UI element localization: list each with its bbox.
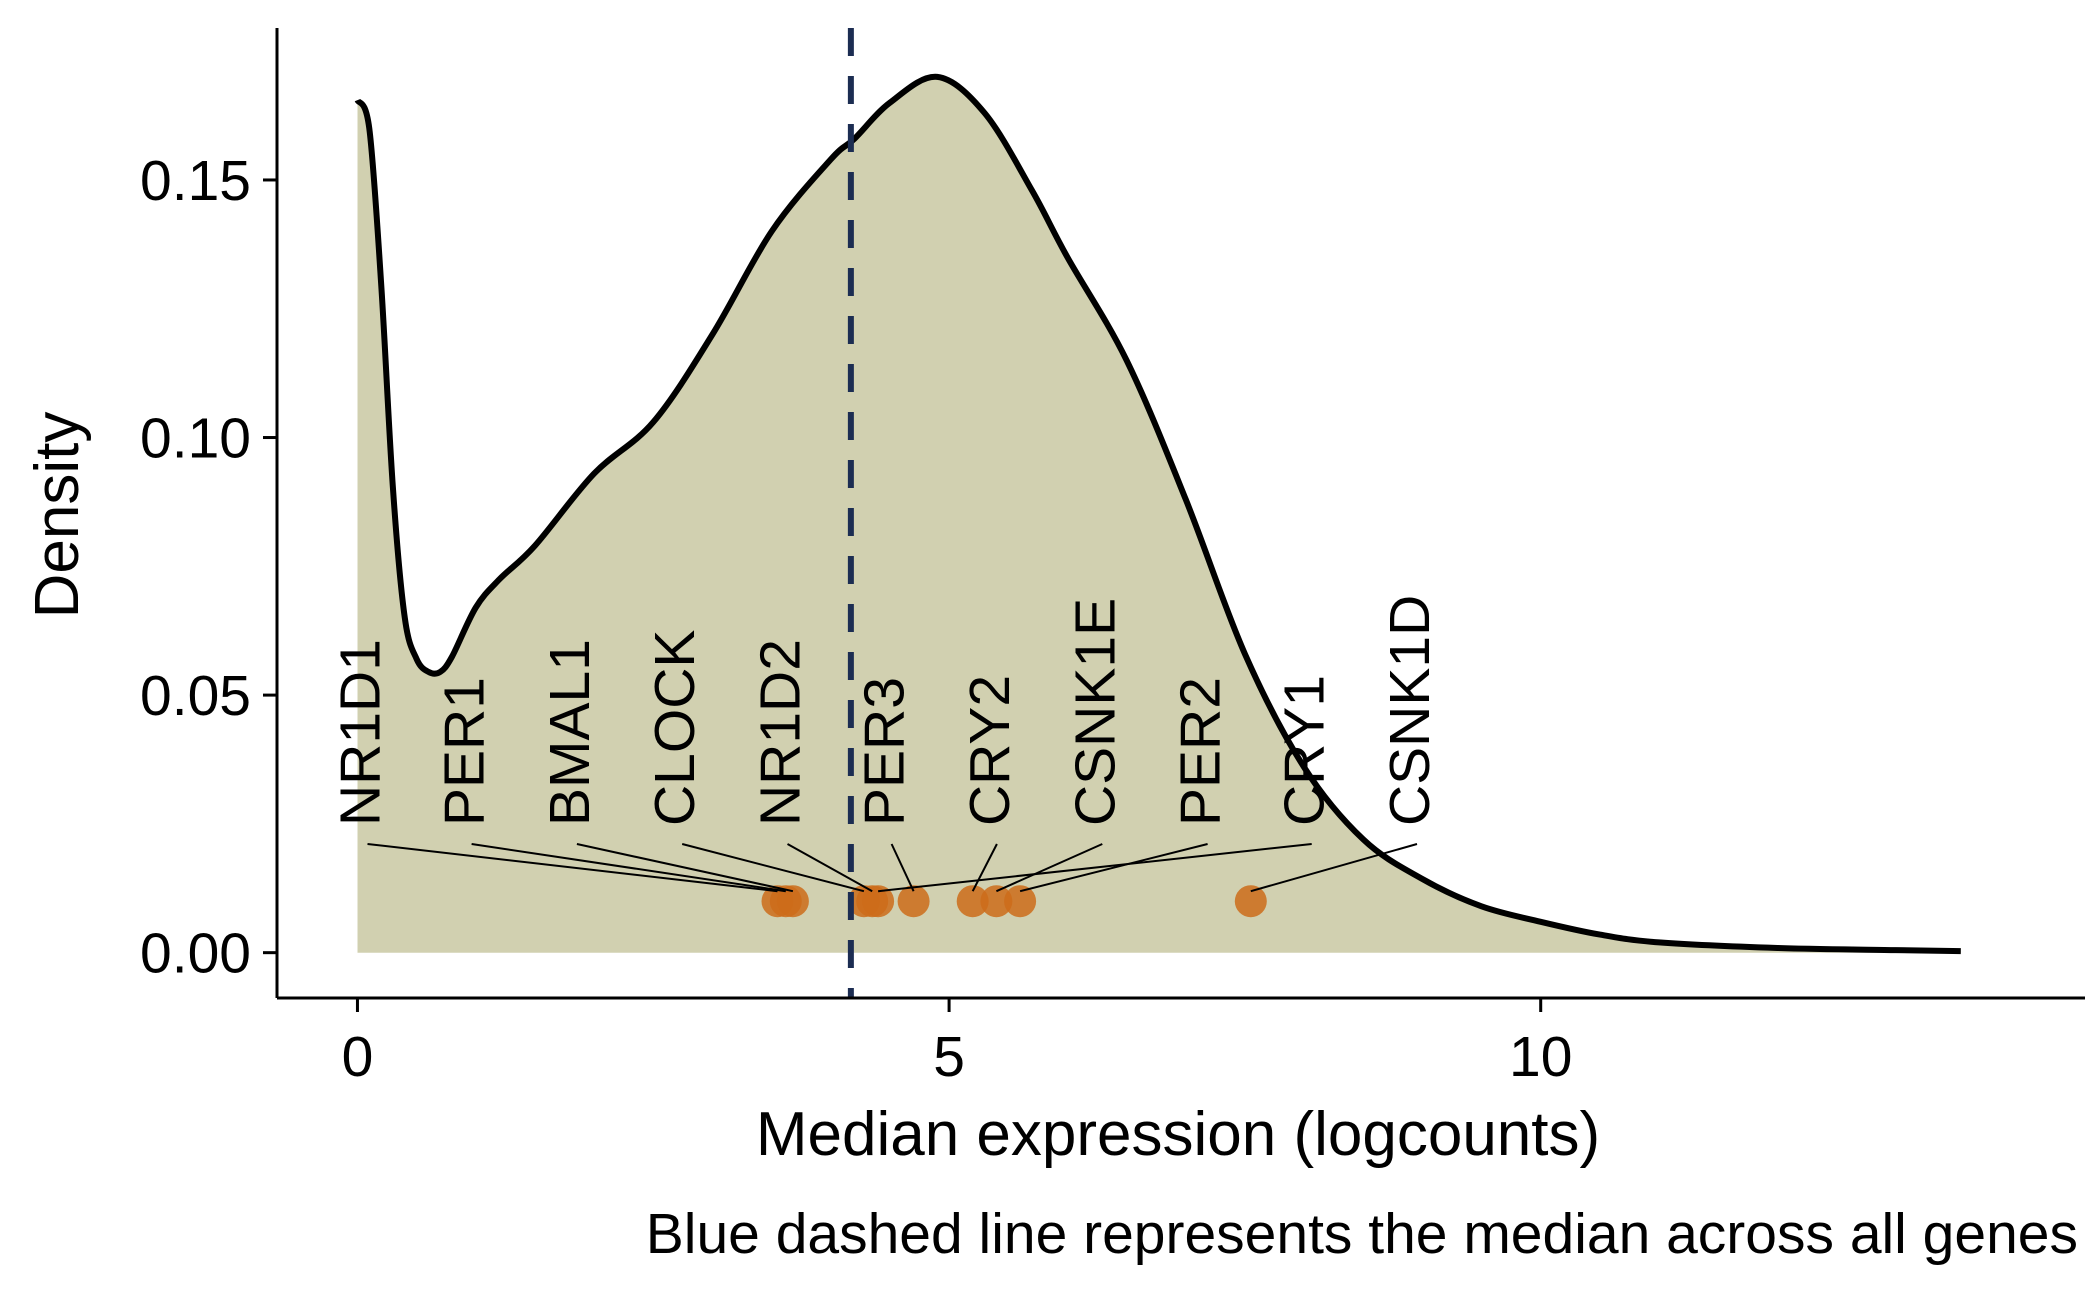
leader-line [995,843,1103,893]
label-leader-lines [367,843,1418,893]
gene-label: CSNK1E [1063,598,1127,826]
plot-area: NR1D1 PER1 BMAL1 CLOCK NR1D2 PER3 CRY2 CSNK1E PE… [329,28,1961,998]
gene-label: PER3 [853,677,917,826]
x-axis-ticks: 0 5 10 [342,998,1572,1089]
x-tick-label: 0 [342,1025,374,1089]
leader-line [681,843,865,893]
x-tick-label: 10 [1509,1025,1572,1089]
gene-label: NR1D2 [749,639,813,826]
x-tick-label: 5 [933,1025,965,1089]
chart-caption: Blue dashed line represents the median a… [646,1202,2078,1266]
gene-label: CLOCK [643,630,707,826]
y-tick-label: 0.10 [140,407,251,471]
y-axis-title: Density [23,412,92,619]
gene-point [980,885,1013,918]
gene-label: PER2 [1169,677,1233,826]
gene-point [776,885,809,918]
leader-line [471,843,786,893]
gene-label: CRY1 [1273,675,1337,826]
gene-points [761,885,1267,918]
gene-point [897,885,930,918]
gene-point [862,885,895,918]
x-axis-title: Median expression (logcounts) [756,1100,1600,1169]
gene-label: CRY2 [958,675,1022,826]
y-tick-label: 0.15 [140,149,251,213]
leader-line [890,843,915,892]
leader-line [1019,843,1208,893]
gene-point [1234,885,1267,918]
leader-line [971,843,998,892]
density-area [357,76,1961,953]
leader-line [877,843,1312,893]
density-curve [354,73,1961,955]
gene-label: BMAL1 [538,639,602,826]
y-tick-label: 0.05 [140,664,251,728]
gene-label: CSNK1D [1378,595,1442,826]
leader-line [576,843,794,893]
leader-line [367,843,778,893]
y-tick-label: 0.00 [140,922,251,986]
gene-label: PER1 [433,677,497,826]
gene-labels: NR1D1 PER1 BMAL1 CLOCK NR1D2 PER3 CRY2 CSNK1E PE… [329,595,1443,826]
leader-line [787,843,873,893]
axes: 0.00 0.05 0.10 0.15 0 5 10 [140,28,2085,1089]
gene-label: NR1D1 [329,639,393,826]
leader-line [1250,843,1418,893]
gene-point [1004,885,1037,918]
gene-point [956,885,989,918]
y-axis-ticks: 0.00 0.05 0.10 0.15 [140,149,277,986]
